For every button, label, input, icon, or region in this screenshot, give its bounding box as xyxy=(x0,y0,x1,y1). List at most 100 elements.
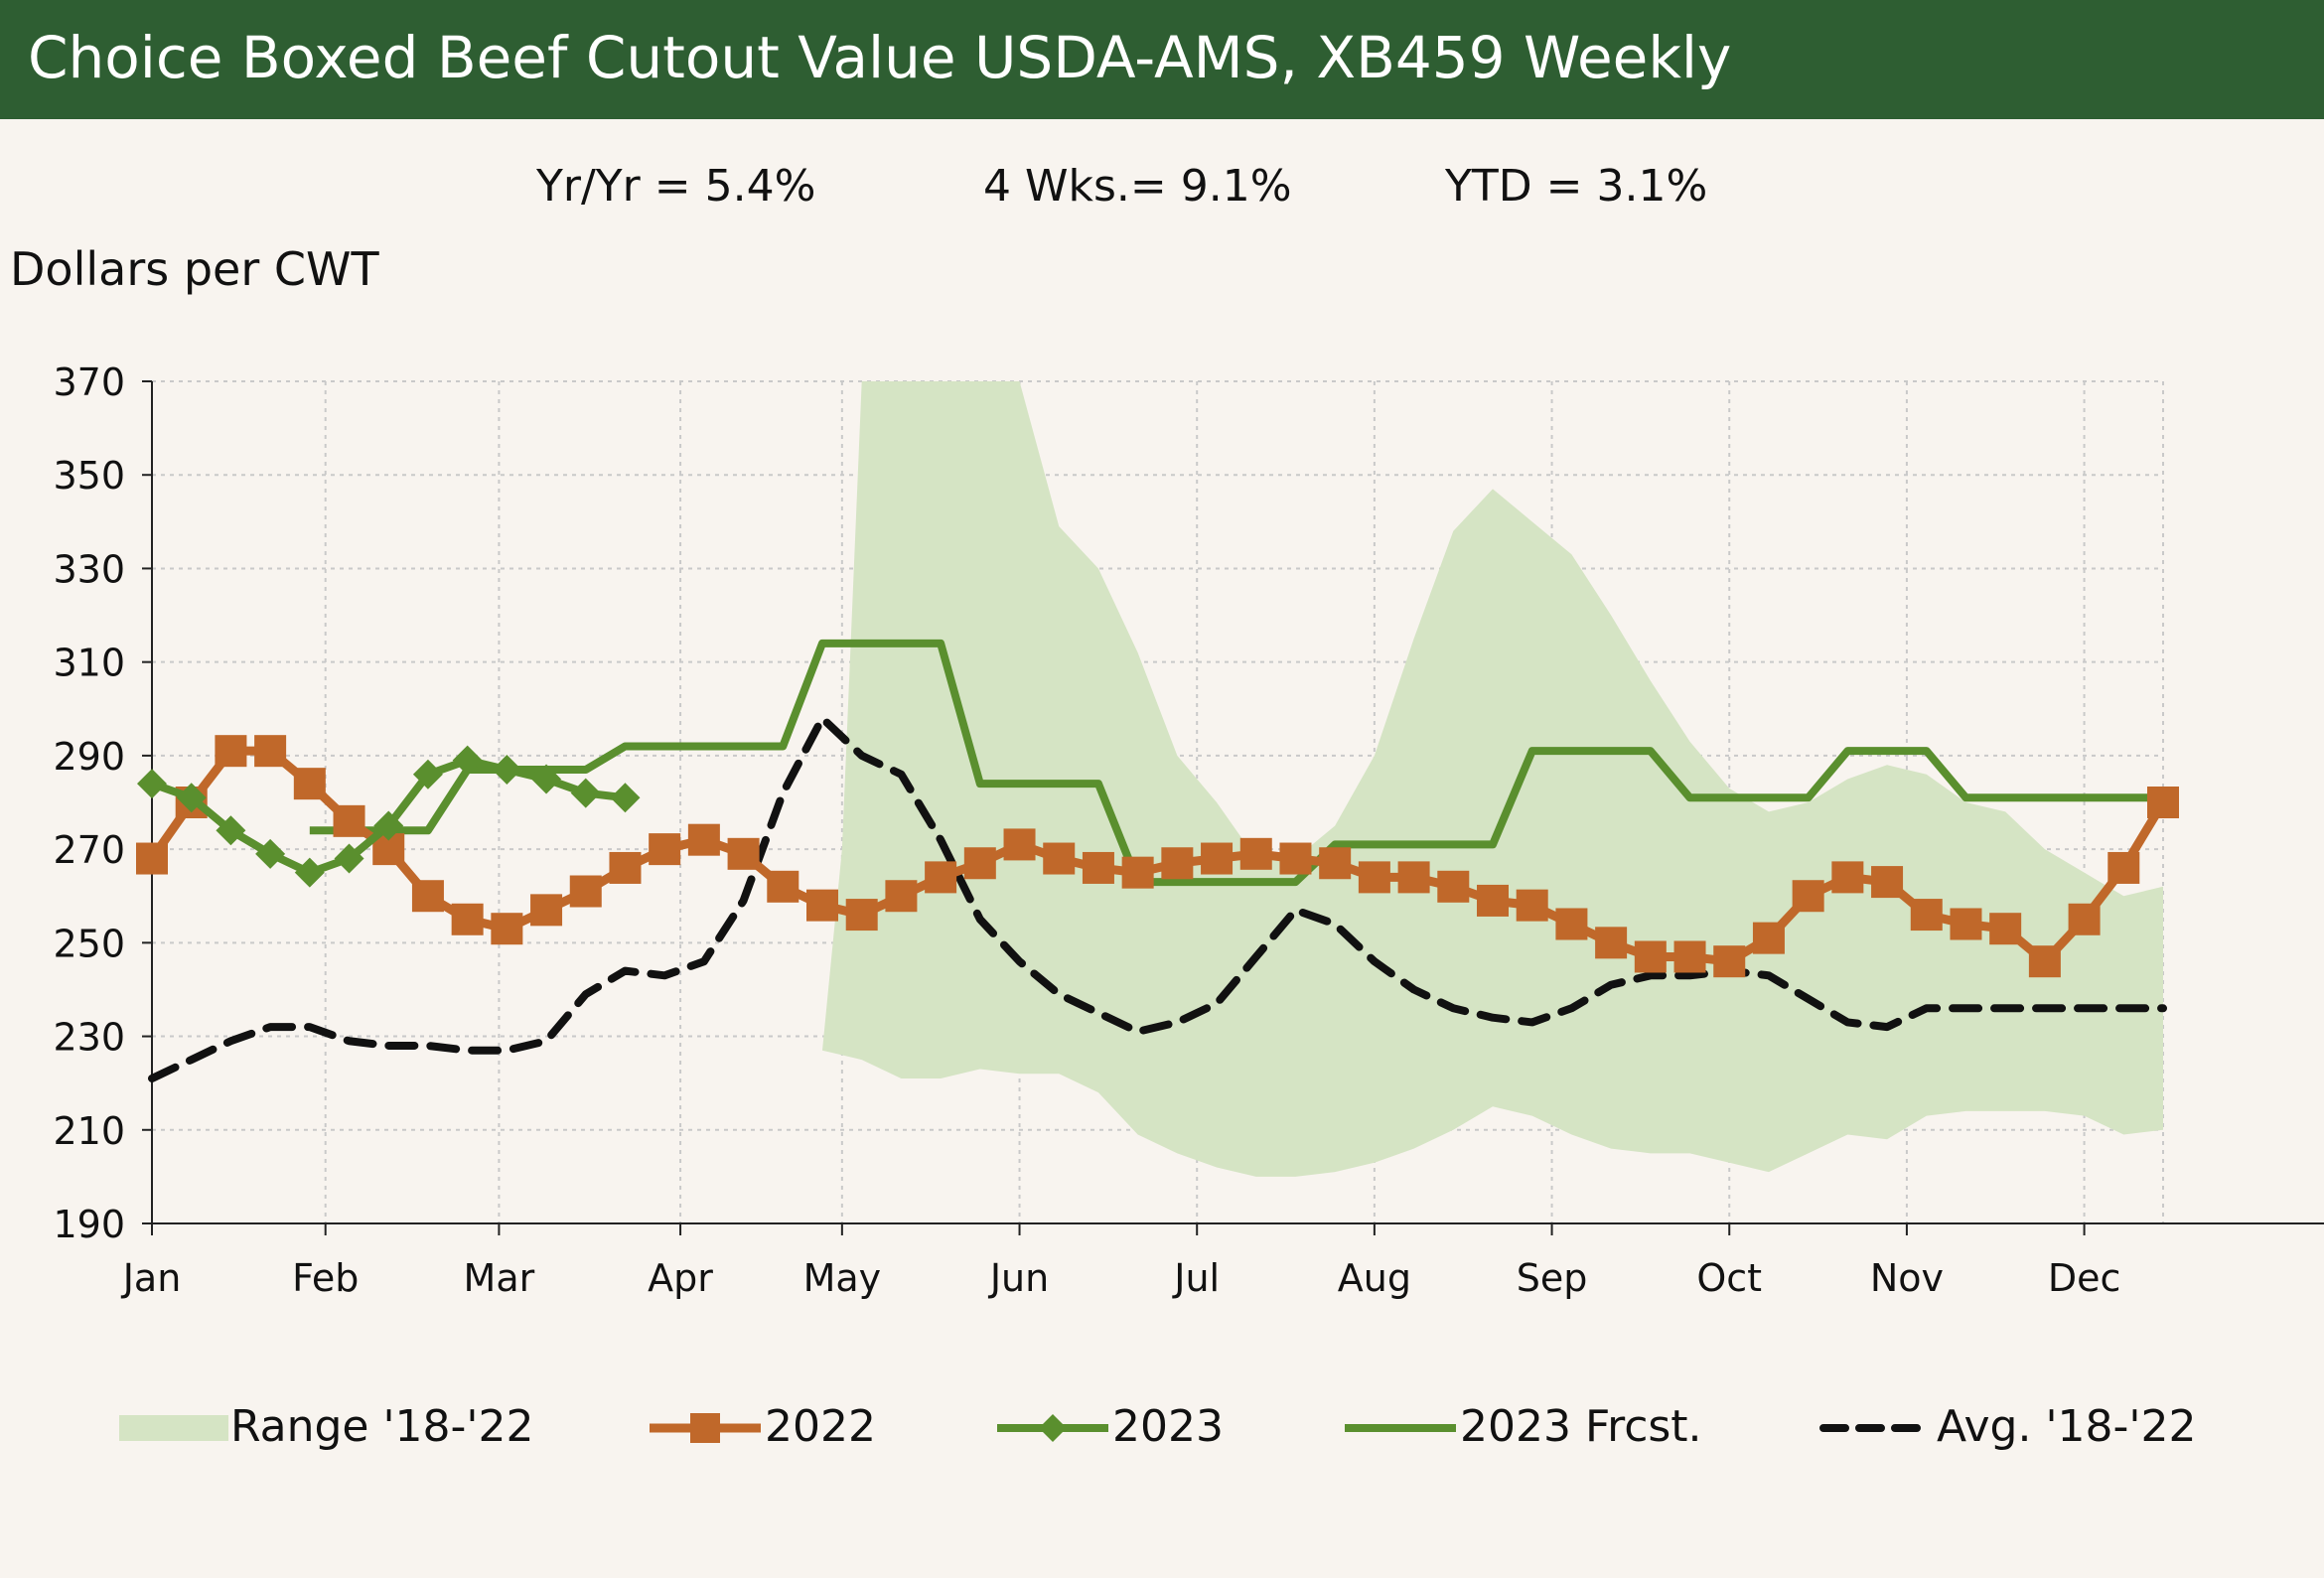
point-2022 xyxy=(569,875,602,908)
point-2023 xyxy=(531,764,562,794)
x-tick-label: Dec xyxy=(2048,1256,2121,1300)
point-2022 xyxy=(530,894,563,927)
legend-label-2023-forecast: 2023 Frcst. xyxy=(1460,1401,1702,1452)
legend-swatch-2023-forecast xyxy=(1345,1424,1456,1432)
chart-title: Choice Boxed Beef Cutout Value USDA-AMS,… xyxy=(28,24,1732,91)
y-tick-label: 270 xyxy=(53,828,125,872)
point-2023 xyxy=(334,843,364,874)
point-2022 xyxy=(1003,828,1036,861)
point-2022 xyxy=(1437,870,1470,903)
point-2022 xyxy=(215,735,247,768)
point-2022 xyxy=(136,842,168,875)
point-2023 xyxy=(373,810,404,841)
point-2022 xyxy=(1792,880,1824,913)
legend-item-2023-forecast: 2023 Frcst. xyxy=(1341,1395,1718,1459)
point-2022 xyxy=(1555,908,1588,940)
y-tick-label: 290 xyxy=(53,735,125,779)
series-line-2022 xyxy=(148,746,2167,966)
point-2022 xyxy=(1161,847,1194,880)
y-tick-label: 250 xyxy=(53,922,125,965)
point-2022 xyxy=(2147,787,2179,818)
x-tick-label: Jul xyxy=(1172,1256,1220,1300)
title-bar: Choice Boxed Beef Cutout Value USDA-AMS,… xyxy=(0,0,2324,119)
x-tick-label: Feb xyxy=(292,1256,359,1300)
point-2022 xyxy=(1358,861,1390,894)
point-2023 xyxy=(255,838,286,869)
legend-swatch-2023 xyxy=(997,1414,1108,1442)
point-2022 xyxy=(333,804,365,837)
point-2023 xyxy=(452,745,483,776)
stat-ytd: YTD = 3.1% xyxy=(1445,161,1708,212)
point-2022 xyxy=(1713,945,1746,978)
point-2022 xyxy=(1082,851,1114,884)
legend-label-2023: 2023 xyxy=(1112,1401,1224,1452)
point-2023 xyxy=(610,783,641,813)
legend-item-2023: 2023 xyxy=(993,1395,1251,1459)
point-2022 xyxy=(1871,866,1904,899)
point-2022 xyxy=(254,735,287,768)
point-2022 xyxy=(451,903,484,935)
point-2022 xyxy=(1397,861,1430,894)
x-tick-label: Aug xyxy=(1338,1256,1411,1300)
point-2022 xyxy=(687,823,720,856)
point-2022 xyxy=(1201,842,1234,875)
legend-item-average: Avg. '18-'22 xyxy=(1817,1395,2215,1459)
series-line-average xyxy=(148,714,2167,1082)
legend-label-2022: 2022 xyxy=(765,1401,876,1452)
point-2022 xyxy=(2068,903,2101,935)
point-2022 xyxy=(2028,945,2061,978)
point-2022 xyxy=(1673,940,1706,973)
point-2022 xyxy=(1477,884,1509,917)
point-2023 xyxy=(137,769,167,799)
legend-item-2022: 2022 xyxy=(646,1395,904,1459)
point-2022 xyxy=(1752,922,1785,954)
x-tick-label: Apr xyxy=(648,1256,713,1300)
y-tick-label: 230 xyxy=(53,1016,125,1060)
point-2022 xyxy=(491,913,523,945)
point-2022 xyxy=(767,870,799,903)
stat-yr-yr: Yr/Yr = 5.4% xyxy=(536,161,816,212)
y-tick-label: 190 xyxy=(53,1203,125,1246)
point-2022 xyxy=(1989,913,2022,945)
point-2022 xyxy=(1595,927,1628,959)
point-2022 xyxy=(885,880,918,913)
legend-swatch-2022 xyxy=(650,1413,761,1443)
x-tick-label: Nov xyxy=(1870,1256,1944,1300)
point-2022 xyxy=(649,833,681,866)
point-2023 xyxy=(176,783,207,813)
y-tick-label: 310 xyxy=(53,642,125,685)
point-2022 xyxy=(411,880,444,913)
legend-swatch-average xyxy=(1819,1424,1935,1432)
y-tick-label: 370 xyxy=(53,360,125,404)
point-2022 xyxy=(1950,908,1982,940)
series-line-2023-forecast xyxy=(309,639,2163,887)
point-2022 xyxy=(845,899,878,932)
range-band xyxy=(152,381,2163,1177)
point-2022 xyxy=(1121,856,1154,889)
point-2023 xyxy=(412,759,443,789)
point-2022 xyxy=(1516,889,1548,922)
point-2023 xyxy=(294,857,325,888)
point-2022 xyxy=(1043,842,1076,875)
point-2022 xyxy=(963,847,996,880)
y-tick-label: 210 xyxy=(53,1109,125,1153)
point-2022 xyxy=(806,889,838,922)
point-2022 xyxy=(1910,899,1943,932)
y-axis-title: Dollars per CWT xyxy=(10,242,379,296)
point-2022 xyxy=(727,837,760,870)
point-2022 xyxy=(1319,847,1352,880)
x-tick-label: Jan xyxy=(121,1256,182,1300)
x-tick-label: Jun xyxy=(988,1256,1049,1300)
x-tick-label: Oct xyxy=(1696,1256,1762,1300)
legend-label-average: Avg. '18-'22 xyxy=(1937,1401,2197,1452)
y-tick-label: 330 xyxy=(53,547,125,591)
legend-swatch-range xyxy=(119,1415,228,1441)
point-2022 xyxy=(2107,851,2140,884)
legend-item-range: Range '18-'22 xyxy=(119,1395,536,1459)
x-tick-label: Sep xyxy=(1517,1256,1588,1300)
stat-four-weeks: 4 Wks.= 9.1% xyxy=(983,161,1292,212)
point-2023 xyxy=(492,755,522,786)
point-2023 xyxy=(570,778,601,808)
legend-label-range: Range '18-'22 xyxy=(230,1401,534,1452)
